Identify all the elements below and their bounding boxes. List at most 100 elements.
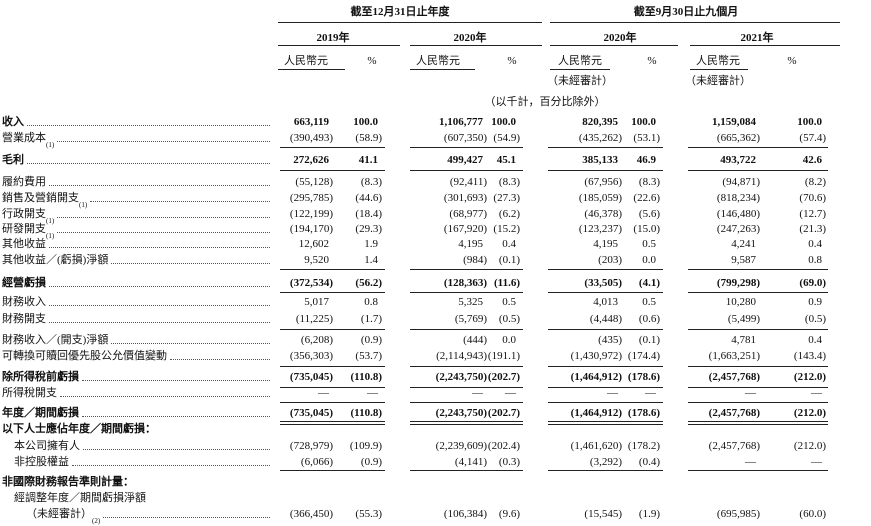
cell-value: (4,448) bbox=[589, 313, 622, 325]
row-label: 本公司擁有人 bbox=[14, 439, 272, 453]
unit-header: % bbox=[507, 55, 517, 67]
rule bbox=[548, 387, 663, 388]
rule bbox=[410, 402, 523, 403]
unit-note: （以千計，百分比除外） bbox=[484, 96, 606, 108]
cell-value: (178.6) bbox=[627, 407, 660, 419]
year-header: 2020年 bbox=[453, 32, 487, 44]
rule bbox=[410, 147, 523, 148]
cell-value: 0.0 bbox=[642, 254, 656, 266]
cell-value: 0.8 bbox=[808, 254, 822, 266]
cell-value: (2,239,609) bbox=[435, 440, 487, 452]
rule bbox=[280, 421, 385, 422]
cell-value: (6,208) bbox=[300, 334, 333, 346]
label-text: 毛利 bbox=[2, 154, 24, 166]
cell-value: (110.8) bbox=[350, 371, 382, 383]
cell-value: (301,693) bbox=[443, 192, 487, 204]
rule bbox=[410, 69, 475, 70]
rule bbox=[410, 329, 523, 330]
row-label: 非國際財務報告準則計量： bbox=[2, 475, 134, 489]
leader bbox=[82, 416, 270, 417]
label-text: 其他收益／(虧損)淨額 bbox=[2, 254, 109, 266]
cell-value: (0.9) bbox=[360, 456, 382, 468]
row-label: 銷售及營銷開支 (1) bbox=[2, 191, 272, 209]
label-text: 行政開支 bbox=[2, 208, 46, 220]
cell-value: (1,464,912) bbox=[570, 371, 622, 383]
leader bbox=[57, 141, 270, 142]
cell-value: 9,520 bbox=[304, 254, 329, 266]
rule bbox=[410, 292, 523, 293]
cell-value: (22.6) bbox=[633, 192, 660, 204]
row-label: （未經審計） (2) bbox=[26, 507, 272, 525]
rule bbox=[280, 147, 385, 148]
unit-header: % bbox=[367, 55, 377, 67]
cell-value: 5,017 bbox=[304, 296, 329, 308]
cell-value: (27.3) bbox=[493, 192, 520, 204]
rule bbox=[688, 366, 828, 367]
unit-header: % bbox=[787, 55, 797, 67]
cell-value: (1.7) bbox=[360, 313, 382, 325]
leader bbox=[49, 185, 270, 186]
cell-value: (67,956) bbox=[584, 176, 622, 188]
cell-value: — bbox=[745, 387, 756, 399]
cell-value: (191.1) bbox=[487, 350, 520, 362]
cell-value: (0.3) bbox=[498, 456, 520, 468]
cell-value: 499,427 bbox=[447, 154, 483, 166]
rule bbox=[688, 170, 828, 171]
cell-value: (167,920) bbox=[443, 223, 487, 235]
leader bbox=[111, 343, 270, 344]
leader bbox=[49, 286, 270, 287]
cell-value: (247,263) bbox=[716, 223, 760, 235]
rule bbox=[550, 22, 840, 23]
cell-value: (0.9) bbox=[360, 334, 382, 346]
cell-value: (60.0) bbox=[799, 508, 826, 520]
cell-value: (818,234) bbox=[716, 192, 760, 204]
period-group: 截至9月30日止九個月 bbox=[633, 6, 739, 18]
cell-value: (212.0) bbox=[793, 407, 826, 419]
cell-value: 9,587 bbox=[731, 254, 756, 266]
row-label: 其他收益 bbox=[2, 237, 272, 251]
cell-value: (0.1) bbox=[498, 254, 520, 266]
cell-value: (366,450) bbox=[289, 508, 333, 520]
cell-value: 100.0 bbox=[797, 116, 822, 128]
cell-value: (390,493) bbox=[289, 132, 333, 144]
row-label: 非控股權益 bbox=[14, 455, 272, 469]
cell-value: 820,395 bbox=[582, 116, 618, 128]
cell-value: (984) bbox=[463, 254, 487, 266]
cell-value: (202.7) bbox=[487, 371, 520, 383]
rule bbox=[278, 69, 345, 70]
unaudited-header: （未經審計） bbox=[547, 75, 613, 87]
rule bbox=[280, 366, 385, 367]
cell-value: (11,225) bbox=[295, 313, 333, 325]
row-label: 財務開支 bbox=[2, 312, 272, 326]
rule bbox=[548, 366, 663, 367]
unit-header: % bbox=[647, 55, 657, 67]
cell-value: (94,871) bbox=[722, 176, 760, 188]
cell-value: 4,013 bbox=[593, 296, 618, 308]
row-label: 其他收益／(虧損)淨額 bbox=[2, 253, 272, 267]
leader bbox=[72, 465, 270, 466]
cell-value: 0.5 bbox=[502, 296, 516, 308]
rule bbox=[688, 329, 828, 330]
rule bbox=[280, 170, 385, 171]
cell-value: (5,769) bbox=[454, 313, 487, 325]
cell-value: (15,545) bbox=[584, 508, 622, 520]
label-text: 非控股權益 bbox=[14, 456, 69, 468]
rule bbox=[280, 269, 385, 270]
cell-value: 1.4 bbox=[364, 254, 378, 266]
cell-value: (1,464,912) bbox=[570, 407, 622, 419]
cell-value: 385,133 bbox=[582, 154, 618, 166]
cell-value: (44.6) bbox=[355, 192, 382, 204]
cell-value: 0.4 bbox=[808, 238, 822, 250]
cell-value: (29.3) bbox=[355, 223, 382, 235]
row-label: 所得稅開支 bbox=[2, 386, 272, 400]
cell-value: — bbox=[811, 456, 822, 468]
cell-value: (70.6) bbox=[799, 192, 826, 204]
cell-value: 1,106,777 bbox=[439, 116, 483, 128]
cell-value: 100.0 bbox=[491, 116, 516, 128]
rule bbox=[410, 470, 523, 471]
rule bbox=[280, 402, 385, 403]
label-text: 財務收入／(開支)淨額 bbox=[2, 334, 109, 346]
rule bbox=[688, 269, 828, 270]
cell-value: (143.4) bbox=[793, 350, 826, 362]
